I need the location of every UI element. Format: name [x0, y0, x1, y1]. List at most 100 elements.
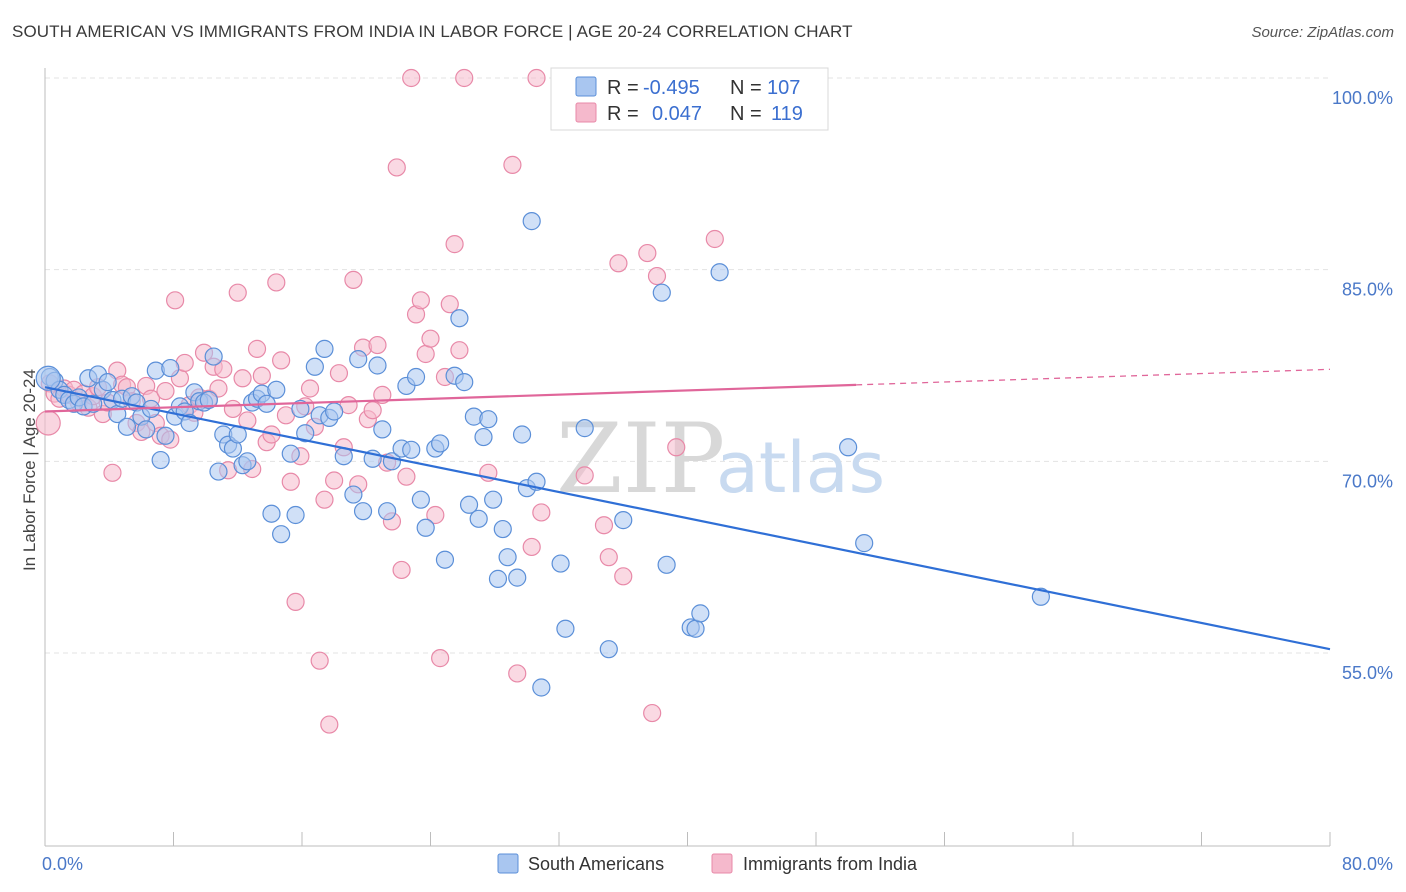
india-point-79 [421, 329, 440, 348]
south-american-point-82 [474, 427, 493, 447]
south-american-point-20 [137, 420, 156, 439]
watermark: ZIP atlas [556, 403, 885, 515]
india-point-48 [272, 351, 291, 370]
south-american-point-25 [161, 358, 180, 378]
south-american-point-97 [599, 640, 618, 659]
india-point-72 [387, 158, 406, 177]
south-american-point-78 [455, 373, 474, 392]
india-point-44 [252, 366, 271, 385]
south-american-point-70 [406, 367, 426, 387]
legend-r-label-blue: R = [607, 77, 639, 99]
india-point-101 [667, 438, 686, 457]
india-point-38 [223, 399, 243, 419]
legend-swatch-blue [575, 76, 597, 97]
south-american-point-60 [349, 350, 368, 369]
india-point-102 [705, 229, 724, 249]
x-tick-labels: 0.0% 80.0% [42, 854, 1393, 874]
south-american-point-55 [315, 339, 334, 358]
south-american-point-81 [469, 509, 488, 528]
south-american-point-107 [1031, 587, 1050, 606]
india-point-57 [315, 490, 334, 509]
india-point-56 [310, 651, 329, 670]
y-tick-labels: 55.0% 70.0% 85.0% 100.0% [1332, 88, 1393, 683]
south-american-point-47 [267, 380, 286, 399]
south-american-point-87 [498, 548, 517, 567]
south-american-point-61 [353, 502, 373, 521]
south-american-point-106 [855, 534, 874, 553]
india-point-97 [614, 567, 633, 586]
series-legend: South Americans Immigrants from India [497, 853, 918, 874]
source-label: Source: ZipAtlas.com [1251, 24, 1394, 41]
india-point-74 [397, 467, 416, 486]
india-large-point-0 [35, 410, 61, 436]
south-american-point-12 [98, 373, 117, 392]
south-american-point-100 [657, 555, 676, 574]
south-american-point-34 [204, 347, 223, 366]
india-point-40 [233, 369, 252, 388]
bottom-legend-label-blue: South Americans [528, 854, 664, 874]
south-american-point-98 [614, 511, 633, 530]
south-american-point-29 [180, 413, 199, 433]
south-american-point-59 [344, 485, 363, 504]
india-point-90 [522, 537, 541, 557]
india-point-95 [599, 548, 618, 567]
south-american-point-99 [652, 283, 671, 302]
x-tick-label-1: 80.0% [1342, 854, 1393, 874]
india-point-59 [325, 471, 344, 490]
india-point-63 [344, 270, 363, 289]
india-point-69 [373, 385, 392, 404]
south-american-points [35, 212, 1050, 697]
south-american-point-64 [373, 420, 392, 439]
india-point-77 [411, 291, 430, 310]
south-american-large-point-0 [35, 365, 61, 391]
india-point-80 [426, 505, 445, 525]
india-point-73 [392, 560, 411, 580]
south-american-point-69 [402, 440, 421, 459]
india-point-78 [416, 344, 435, 364]
india-point-36 [214, 360, 233, 379]
india-point-99 [643, 703, 662, 723]
india-point-83 [440, 295, 459, 314]
south-american-point-94 [551, 554, 570, 573]
south-american-point-57 [325, 402, 344, 421]
legend-box [550, 67, 829, 131]
south-american-point-93 [532, 678, 551, 697]
india-point-86 [455, 68, 474, 88]
india-point-13 [103, 463, 122, 482]
india-point-68 [368, 335, 387, 355]
south-american-point-41 [238, 452, 257, 471]
south-american-point-33 [199, 390, 218, 410]
south-american-point-91 [522, 212, 541, 231]
india-point-92 [532, 503, 551, 522]
south-american-point-49 [281, 444, 300, 463]
south-american-point-72 [416, 518, 435, 537]
legend-r-label-pink: R = [607, 103, 639, 125]
south-american-point-95 [556, 619, 575, 638]
south-american-point-85 [488, 569, 508, 588]
south-american-point-46 [262, 504, 281, 523]
india-trend-line-extension [856, 368, 1331, 386]
india-point-67 [363, 401, 382, 420]
south-american-point-96 [575, 419, 594, 438]
india-point-75 [402, 68, 421, 88]
y-tick-label-2: 85.0% [1342, 280, 1393, 300]
legend-r-value-blue: -0.495 [643, 77, 700, 99]
south-american-point-24 [156, 426, 175, 445]
south-american-point-48 [272, 525, 291, 544]
y-tick-label-0: 55.0% [1342, 663, 1393, 683]
legend-n-value-pink: 119 [771, 103, 803, 125]
legend-n-label-pink: N = [730, 103, 762, 125]
india-point-98 [638, 243, 657, 263]
india-point-84 [445, 235, 464, 254]
south-american-point-103 [691, 604, 710, 623]
south-american-point-79 [459, 495, 479, 514]
watermark-atlas: atlas [716, 427, 885, 509]
legend-n-label-blue: N = [730, 77, 762, 99]
bottom-legend-label-pink: Immigrants from India [743, 854, 918, 874]
bottom-legend-swatch-pink [711, 853, 733, 874]
y-tick-label-1: 70.0% [1342, 471, 1393, 491]
india-point-91 [527, 68, 546, 88]
south-american-point-77 [450, 309, 469, 328]
gridlines [45, 77, 1330, 654]
south-american-point-50 [286, 505, 305, 525]
